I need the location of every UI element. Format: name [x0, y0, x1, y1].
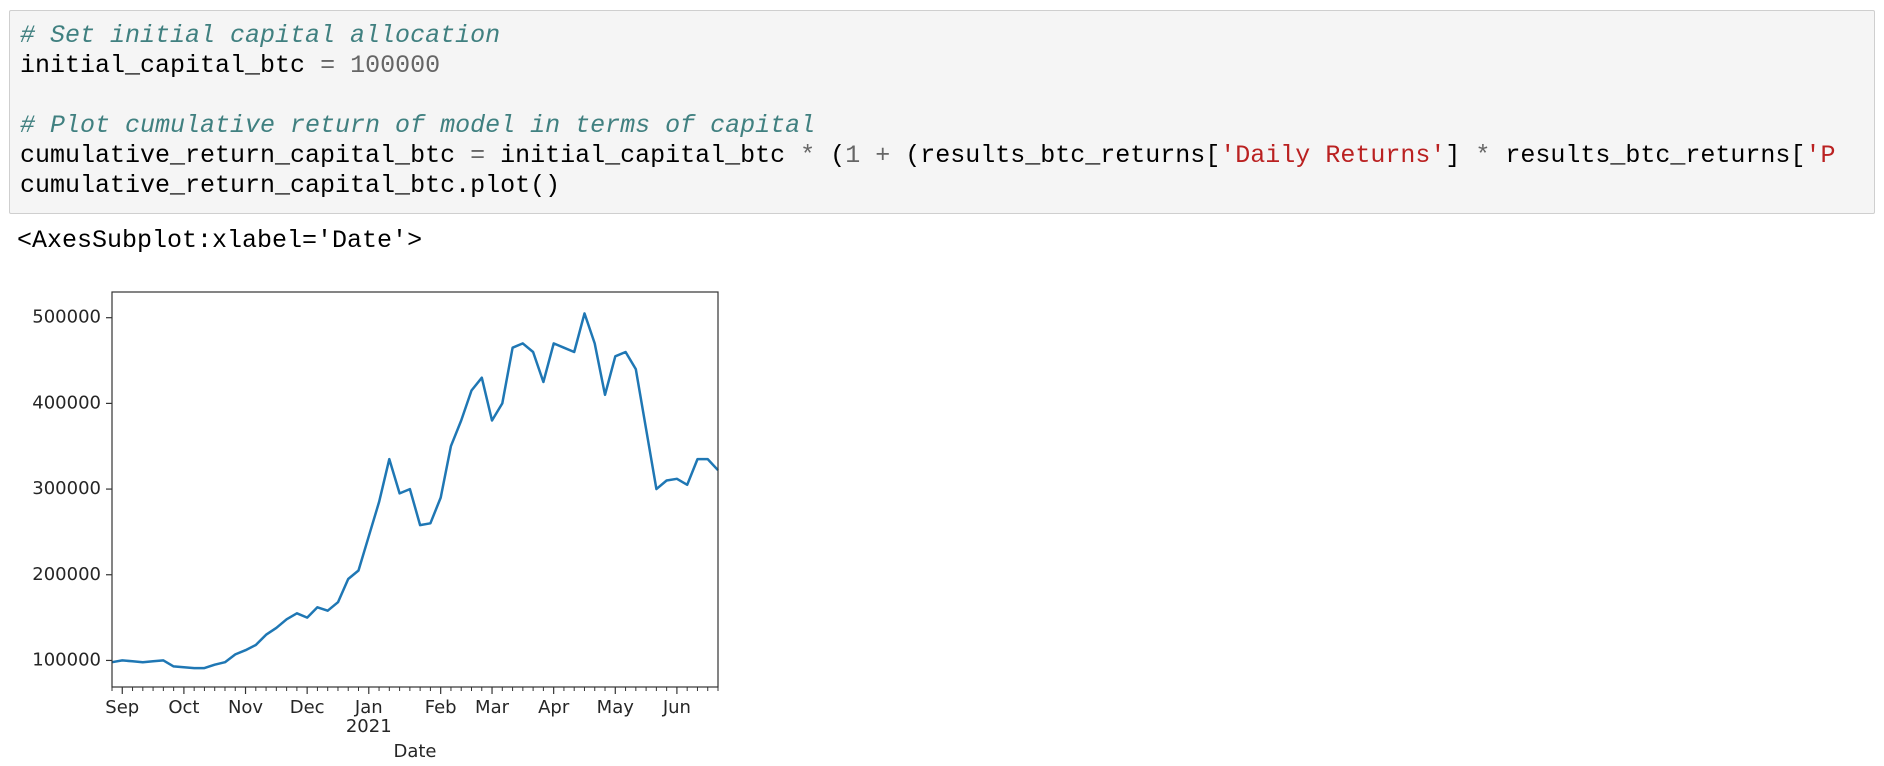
- x-year-label: 2021: [346, 716, 392, 737]
- code-line: initial_capital_btc = 100000: [20, 51, 1835, 81]
- code-token: 'P: [1805, 141, 1836, 170]
- code-token: (: [815, 141, 846, 170]
- code-token: 100000: [350, 51, 441, 80]
- code-token: results_btc_returns[: [1490, 141, 1806, 170]
- x-tick-label: Feb: [425, 697, 457, 718]
- code-token: =: [470, 141, 486, 170]
- code-token: # Plot cumulative return of model in ter…: [20, 111, 816, 140]
- code-token: cumulative_return_capital_btc.plot(): [20, 171, 561, 200]
- code-line: cumulative_return_capital_btc.plot(): [20, 171, 1835, 201]
- code-token: ]: [1445, 141, 1476, 170]
- cell-output: <AxesSubplot:xlabel='Date'>: [17, 226, 423, 255]
- code-cell[interactable]: # Set initial capital allocation initial_…: [9, 10, 1875, 214]
- chart: 100000 200000 300000 400000 500000 Sep Oct Nov D…: [32, 291, 719, 762]
- code-token: initial_capital_btc: [485, 141, 801, 170]
- x-tick-label: Jan: [354, 697, 383, 718]
- code-token: *: [1475, 141, 1491, 170]
- x-tick-label: Oct: [168, 697, 199, 718]
- x-tick-label: Nov: [228, 697, 263, 718]
- data-line: [111, 312, 719, 670]
- x-tick-label: May: [597, 697, 635, 718]
- code-line: # Set initial capital allocation: [20, 21, 1835, 51]
- code-token: initial_capital_btc: [20, 51, 321, 80]
- x-tick-label: Mar: [475, 697, 510, 718]
- x-tick-label: Jun: [662, 697, 691, 718]
- code-token: =: [320, 51, 336, 80]
- x-tick-label: Dec: [290, 697, 325, 718]
- code-token: 'Daily Returns': [1220, 141, 1446, 170]
- code-token: cumulative_return_capital_btc: [20, 141, 471, 170]
- y-tick-label: 300000: [32, 478, 101, 499]
- x-axis-label: Date: [393, 741, 436, 762]
- x-tick-label: Sep: [105, 697, 139, 718]
- code-token: *: [800, 141, 816, 170]
- y-tick-label: 200000: [32, 564, 101, 585]
- code-token: [335, 51, 350, 80]
- code-line: [20, 81, 1835, 111]
- code-token: +: [875, 141, 891, 170]
- x-tick-label: Apr: [538, 697, 570, 718]
- y-tick-label: 500000: [32, 307, 101, 328]
- code-line: cumulative_return_capital_btc = initial_…: [20, 141, 1835, 171]
- y-tick-label: 100000: [32, 649, 101, 670]
- code-token: (results_btc_returns[: [890, 141, 1221, 170]
- code-token: [860, 141, 875, 170]
- code-token: # Set initial capital allocation: [20, 21, 501, 50]
- code-token: 1: [845, 141, 861, 170]
- y-tick-label: 400000: [32, 392, 101, 413]
- axes-frame: [111, 291, 719, 688]
- code-editor[interactable]: # Set initial capital allocation initial_…: [20, 21, 1835, 201]
- code-line: # Plot cumulative return of model in ter…: [20, 111, 1835, 141]
